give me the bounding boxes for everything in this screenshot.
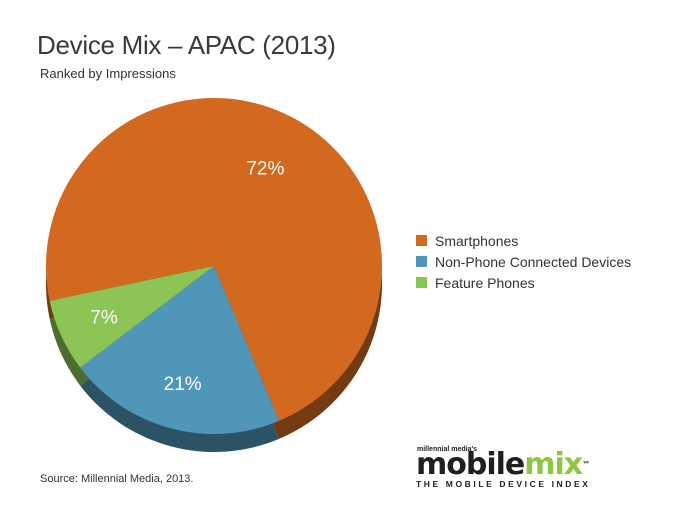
- pie-label-non-phone-connected-devices: 21%: [164, 374, 202, 395]
- logo-small-text: millennial media's: [417, 446, 478, 453]
- legend-label-smartphones: Smartphones: [435, 232, 519, 249]
- legend-swatch-smartphones: [416, 235, 427, 246]
- logo-wordmark: mobilemix™: [416, 447, 590, 482]
- source-note: Source: Millennial Media, 2013.: [40, 473, 194, 485]
- legend-swatch-feature-phones: [416, 277, 427, 288]
- pie-slices-group: [46, 98, 383, 434]
- logo-word-mobile: mobile: [416, 447, 525, 482]
- legend-item-feature-phones: Feature Phones: [416, 272, 631, 293]
- chart-title: Device Mix – APAC (2013): [37, 30, 336, 60]
- logo-tagline: THE MOBILE DEVICE INDEX: [416, 479, 591, 489]
- chart-subtitle: Ranked by Impressions: [40, 66, 176, 81]
- legend: Smartphones Non-Phone Connected Devices …: [416, 230, 631, 293]
- legend-label-feature-phones: Feature Phones: [435, 274, 535, 291]
- logo-word-mix: mix: [524, 447, 583, 482]
- pie-label-smartphones: 72%: [246, 159, 284, 180]
- legend-swatch-non-phone-connected-devices: [416, 256, 427, 267]
- pie-label-feature-phones: 7%: [90, 307, 118, 328]
- pie-labels-group: 72% 21% 7%: [90, 159, 284, 395]
- legend-item-smartphones: Smartphones: [416, 230, 631, 251]
- logo-tm: ™: [582, 460, 590, 469]
- pie-slice-feature-phones: [49, 266, 214, 368]
- pie-slice-smartphones: [46, 98, 383, 421]
- legend-item-non-phone-connected-devices: Non-Phone Connected Devices: [416, 251, 631, 272]
- pie-slice-non-phone-connected-devices: [80, 266, 280, 434]
- legend-label-non-phone-connected-devices: Non-Phone Connected Devices: [435, 253, 632, 270]
